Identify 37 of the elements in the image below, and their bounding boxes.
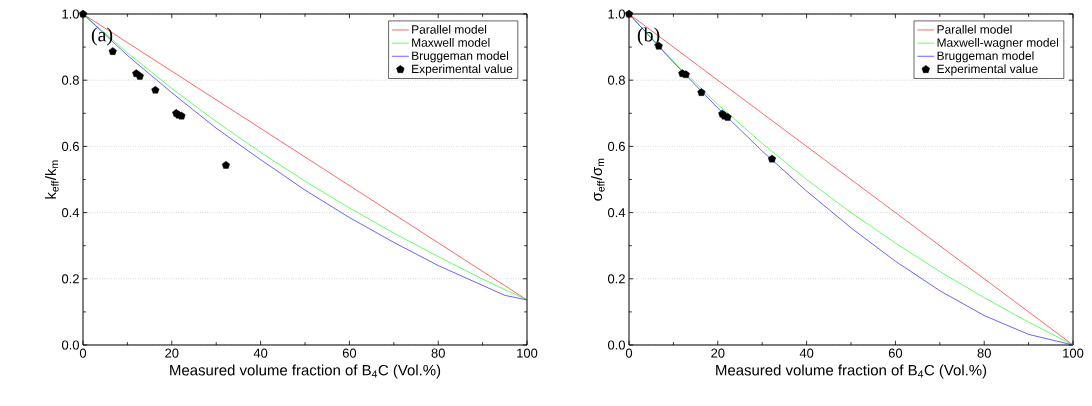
y-tick-label: 0.8 (61, 75, 79, 85)
y-tick-label: 0.6 (61, 141, 79, 151)
y-tick-label: 0.2 (61, 274, 79, 284)
legend-label: Maxwell-wagner model (937, 38, 1059, 50)
legend-label: Bruggeman model (412, 51, 509, 63)
x-tick-label: 20 (165, 348, 179, 358)
legend-label: Maxwell model (412, 38, 490, 47)
legend-label: Experimental value (937, 64, 1038, 76)
x-tick-label: 100 (1063, 348, 1084, 358)
y-tick-label: 0.4 (61, 208, 80, 218)
y-tick-label: 0.2 (607, 274, 625, 284)
x-tick-label: 40 (799, 348, 814, 358)
legend-label: Parallel model (412, 24, 487, 34)
y-axis-title: k$_{eff}$/k$_{m}$ (45, 160, 59, 199)
y-tick-label: 0.0 (607, 340, 625, 350)
x-tick-label: 40 (253, 348, 268, 358)
x-tick-label: 20 (711, 348, 725, 358)
x-tick-label: 100 (517, 348, 538, 358)
legend-label: Experimental value (412, 64, 513, 76)
y-tick-label: 0.8 (607, 75, 625, 85)
x-tick-label: 80 (977, 348, 991, 358)
y-tick-label: 0.6 (607, 141, 625, 151)
y-tick-label: 0.0 (61, 340, 79, 350)
x-tick-label: 80 (431, 348, 445, 358)
legend-label: Bruggeman model (937, 51, 1034, 63)
x-tick-label: 60 (342, 348, 357, 358)
x-axis-title: Measured volume fraction of B$_{4}$C (Vol.%) (716, 364, 987, 379)
annotation: (a) (91, 27, 113, 46)
y-axis-title: σ$_{eff}$/σ$_{m}$ (591, 158, 605, 201)
y-tick-label: 1.0 (62, 9, 79, 19)
y-tick-label: 0.4 (607, 208, 626, 218)
legend-label: Parallel model (937, 24, 1012, 34)
y-tick-label: 1.0 (608, 9, 625, 19)
x-tick-label: 0 (79, 348, 87, 358)
x-tick-label: 60 (888, 348, 903, 358)
x-tick-label: 0 (625, 348, 633, 358)
x-axis-title: Measured volume fraction of B$_{4}$C (Vol.%) (170, 364, 441, 379)
